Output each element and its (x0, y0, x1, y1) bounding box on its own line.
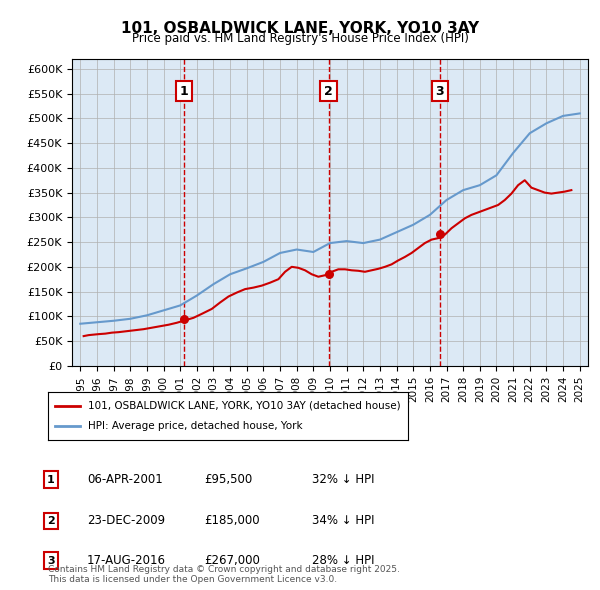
Point (324, 270, 334, 279)
Text: 1: 1 (47, 475, 55, 484)
Text: 2: 2 (324, 85, 333, 98)
Point (435, 229, 445, 238)
Text: Contains HM Land Registry data © Crown copyright and database right 2025.
This d: Contains HM Land Registry data © Crown c… (48, 565, 400, 584)
Text: HPI: Average price, detached house, York: HPI: Average price, detached house, York (88, 421, 302, 431)
Text: 3: 3 (435, 85, 444, 98)
Text: £267,000: £267,000 (204, 554, 260, 567)
Text: 101, OSBALDWICK LANE, YORK, YO10 3AY: 101, OSBALDWICK LANE, YORK, YO10 3AY (121, 21, 479, 35)
Text: 34% ↓ HPI: 34% ↓ HPI (312, 514, 374, 527)
Text: £95,500: £95,500 (204, 473, 252, 486)
Point (179, 314, 189, 323)
Text: £185,000: £185,000 (204, 514, 260, 527)
Text: 06-APR-2001: 06-APR-2001 (87, 473, 163, 486)
Text: 3: 3 (47, 556, 55, 565)
Text: 1: 1 (180, 85, 189, 98)
Text: 32% ↓ HPI: 32% ↓ HPI (312, 473, 374, 486)
Text: Price paid vs. HM Land Registry's House Price Index (HPI): Price paid vs. HM Land Registry's House … (131, 32, 469, 45)
Text: 17-AUG-2016: 17-AUG-2016 (87, 554, 166, 567)
Text: 101, OSBALDWICK LANE, YORK, YO10 3AY (detached house): 101, OSBALDWICK LANE, YORK, YO10 3AY (de… (88, 401, 400, 411)
Text: 28% ↓ HPI: 28% ↓ HPI (312, 554, 374, 567)
Text: 23-DEC-2009: 23-DEC-2009 (87, 514, 165, 527)
Text: 2: 2 (47, 516, 55, 526)
